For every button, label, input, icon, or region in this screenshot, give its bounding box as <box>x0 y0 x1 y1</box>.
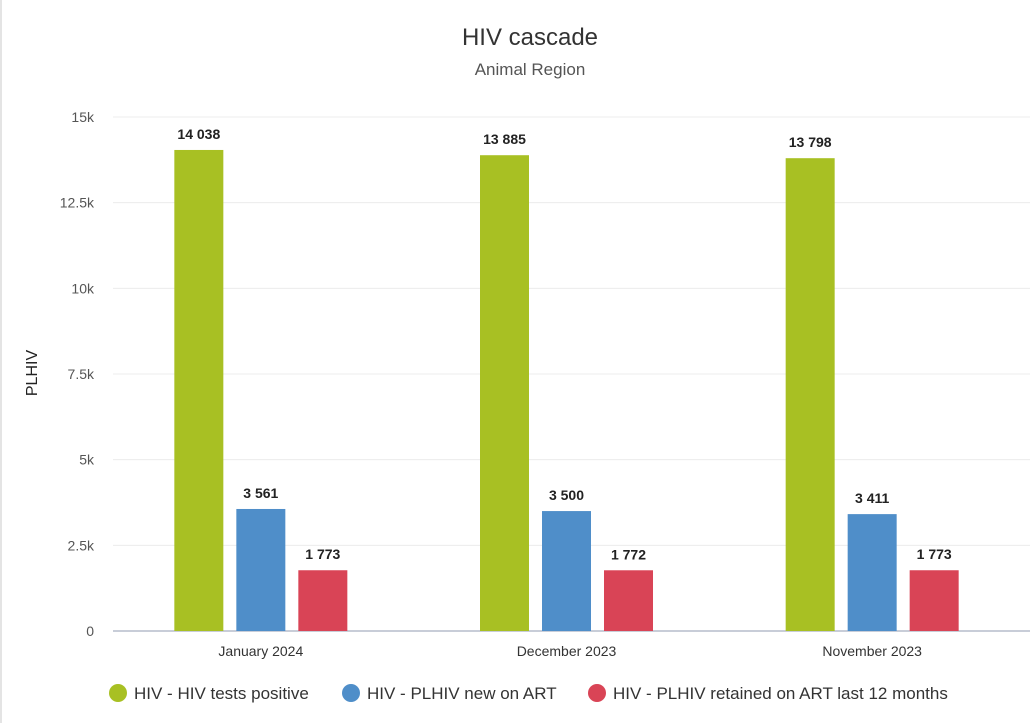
data-label: 3 500 <box>549 487 584 503</box>
y-axis-label: PLHIV <box>24 350 41 397</box>
chart-subtitle: Animal Region <box>475 60 586 79</box>
legend[interactable]: HIV - HIV tests positive HIV - PLHIV new … <box>109 684 948 703</box>
data-label: 13 798 <box>789 134 832 150</box>
data-label: 1 773 <box>917 546 952 562</box>
panel-left-border <box>0 0 2 723</box>
legend-marker-icon <box>342 684 360 702</box>
data-label: 3 411 <box>855 490 889 506</box>
y-tick-label: 2.5k <box>68 537 95 553</box>
bar[interactable] <box>847 514 897 631</box>
data-label: 1 773 <box>305 546 340 562</box>
x-axis-ticks: January 2024 December 2023 November 2023 <box>218 643 922 659</box>
data-label: 14 038 <box>177 126 220 142</box>
legend-item[interactable]: HIV - HIV tests positive <box>109 684 309 703</box>
y-tick-label: 7.5k <box>68 366 95 382</box>
bar[interactable] <box>604 570 653 631</box>
data-label: 13 885 <box>483 131 526 147</box>
x-tick-label: November 2023 <box>822 643 922 659</box>
bar[interactable] <box>480 155 529 631</box>
legend-marker-icon <box>109 684 127 702</box>
data-label: 3 561 <box>243 485 278 501</box>
y-tick-label: 0 <box>86 623 94 639</box>
bar[interactable] <box>542 511 591 631</box>
legend-marker-icon <box>588 684 606 702</box>
bars: 14 038 3 561 1 773 13 885 3 500 1 772 13 798 3 … <box>174 126 959 631</box>
bar[interactable] <box>298 570 348 631</box>
legend-item[interactable]: HIV - PLHIV new on ART <box>342 684 557 703</box>
chart-title: HIV cascade <box>462 24 598 51</box>
data-label: 1 772 <box>611 546 646 562</box>
legend-item[interactable]: HIV - PLHIV retained on ART last 12 mont… <box>588 684 948 703</box>
bar[interactable] <box>785 158 835 631</box>
legend-label: HIV - HIV tests positive <box>134 684 309 703</box>
bar[interactable] <box>909 570 959 631</box>
bar[interactable] <box>236 508 286 631</box>
x-tick-label: January 2024 <box>218 643 303 659</box>
y-tick-label: 10k <box>71 280 95 296</box>
y-tick-label: 15k <box>71 109 95 125</box>
y-tick-label: 12.5k <box>60 195 95 211</box>
bar[interactable] <box>174 149 224 631</box>
legend-label: HIV - PLHIV retained on ART last 12 mont… <box>613 684 948 703</box>
y-tick-label: 5k <box>79 452 95 468</box>
legend-label: HIV - PLHIV new on ART <box>367 684 557 703</box>
y-axis-ticks: 0 2.5k 5k 7.5k 10k 12.5k 15k <box>60 109 95 639</box>
x-tick-label: December 2023 <box>517 643 617 659</box>
